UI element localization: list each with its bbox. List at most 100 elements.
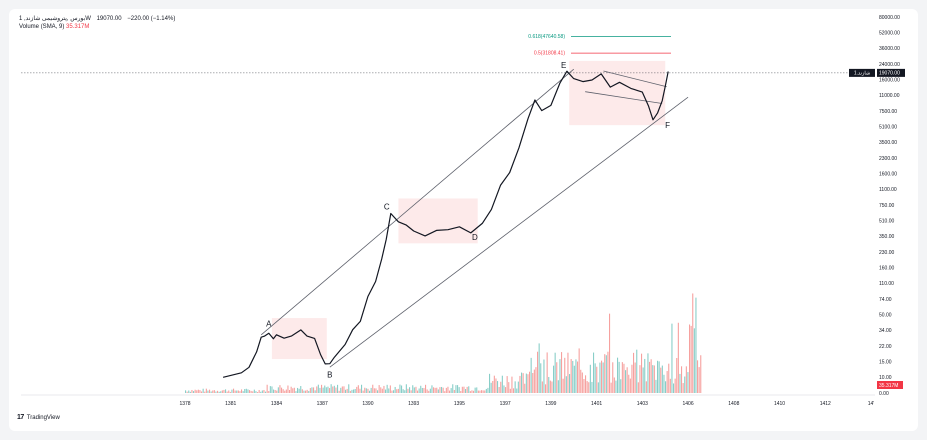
volume-bar	[545, 384, 547, 393]
volume-bar	[637, 382, 639, 393]
branding[interactable]: 17 TradingView	[17, 414, 60, 421]
volume-bar	[578, 348, 580, 393]
volume-bar	[365, 388, 367, 393]
volume-bar	[621, 362, 623, 393]
volume-bar	[521, 372, 523, 393]
volume-bar	[634, 362, 636, 393]
x-tick-label: 1384	[271, 401, 282, 407]
volume-indicator-legend[interactable]: Volume (SMA, 9) 35.317M	[19, 24, 89, 30]
volume-bar	[628, 374, 630, 393]
volume-bar	[277, 387, 279, 393]
volume-bar	[661, 365, 663, 393]
x-tick-label: 1397	[500, 401, 511, 407]
volume-bar	[373, 388, 375, 393]
volume-bar	[191, 389, 193, 393]
volume-bar	[493, 375, 495, 393]
volume-bar	[409, 387, 411, 393]
volume-value: 35.317M	[66, 24, 90, 30]
x-tick-label: 14'	[868, 401, 875, 407]
y-tick-label: 1600.00	[879, 171, 897, 177]
volume-bar	[287, 385, 289, 393]
volume-bar	[309, 388, 311, 393]
volume-bar	[479, 390, 481, 393]
volume-bar	[229, 391, 231, 393]
volume-bar	[503, 385, 505, 393]
volume-bar	[186, 391, 188, 393]
volume-bar	[404, 390, 406, 393]
volume-bar	[681, 366, 683, 393]
symbol-name[interactable]: 1 ,بورس ,پتروشیمی شازند‌W	[19, 16, 91, 22]
volume-bar	[316, 386, 318, 393]
price-chart[interactable]: A B C D E F 0.618(47640.58) 0.5(31808.41) 0.00…	[9, 9, 918, 431]
volume-sma: (SMA, 9)	[40, 24, 65, 30]
volume-bar	[561, 352, 563, 393]
volume-bar	[204, 391, 206, 393]
volume-bar	[428, 390, 430, 393]
y-tick-label: 350.00	[879, 234, 895, 240]
volume-bar	[487, 387, 489, 393]
point-label-d: D	[472, 233, 478, 242]
volume-bar	[301, 389, 303, 393]
point-label-f: F	[665, 121, 670, 130]
volume-bar	[626, 367, 628, 393]
volume-bar	[679, 373, 681, 393]
volume-bar	[554, 352, 556, 393]
volume-bar	[666, 371, 668, 393]
volume-bar	[700, 355, 702, 393]
volume-bar	[417, 390, 419, 393]
volume-bar	[188, 390, 190, 393]
volume-bar	[693, 328, 695, 393]
volume-bar	[605, 355, 607, 393]
volume-bar	[546, 352, 548, 393]
volume-bar	[205, 388, 207, 393]
volume-bar	[407, 388, 409, 393]
volume-bar	[441, 386, 443, 393]
volume-bar	[575, 359, 577, 393]
consolidation-zone-3	[569, 60, 666, 126]
volume-bar	[245, 388, 247, 393]
volume-bar	[420, 385, 422, 393]
volume-bar	[321, 384, 323, 393]
volume-bar	[556, 362, 558, 393]
volume-bar	[557, 380, 559, 393]
volume-bar	[333, 385, 335, 393]
volume-bar	[383, 385, 385, 393]
volume-bar	[289, 390, 291, 393]
volume-bar	[431, 385, 433, 393]
volume-bar	[282, 389, 284, 393]
symbol-header: 1 ,بورس ,پتروشیمی شازند‌W 19070.00 −220.…	[19, 15, 179, 23]
volume-bar	[297, 387, 299, 393]
volume-bar	[391, 390, 393, 393]
point-label-e: E	[561, 61, 566, 70]
volume-bar	[378, 385, 380, 393]
volume-bar	[189, 391, 191, 393]
volume-bar	[234, 390, 236, 393]
volume-bar	[271, 386, 273, 393]
volume-bar	[252, 391, 254, 393]
volume-bar	[413, 387, 415, 393]
volume-bar	[589, 364, 591, 393]
volume-bar	[489, 373, 491, 393]
y-tick-label: 10.00	[879, 375, 892, 381]
volume-bar	[599, 362, 601, 393]
volume-bar	[306, 389, 308, 393]
volume-bar	[300, 386, 302, 393]
volume-bar	[668, 363, 670, 393]
point-label-c: C	[384, 202, 390, 211]
volume-bar	[585, 375, 587, 393]
x-tick-label: 1401	[591, 401, 602, 407]
chart-frame: A B C D E F 0.618(47640.58) 0.5(31808.41) 0.00…	[9, 9, 918, 431]
x-tick-label: 1390	[362, 401, 373, 407]
y-tick-label: 0.00	[879, 391, 889, 397]
volume-bar	[583, 379, 585, 393]
point-label-b: B	[327, 371, 332, 380]
volume-bar	[509, 388, 511, 393]
price-tag-symbol: 1.شازند	[854, 71, 870, 77]
volume-bar	[327, 386, 329, 393]
volume-bar	[625, 370, 627, 393]
volume-bar	[636, 349, 638, 393]
volume-bar	[449, 390, 451, 393]
volume-bar	[466, 386, 468, 393]
volume-bar	[193, 391, 195, 393]
volume-bar	[253, 389, 255, 393]
